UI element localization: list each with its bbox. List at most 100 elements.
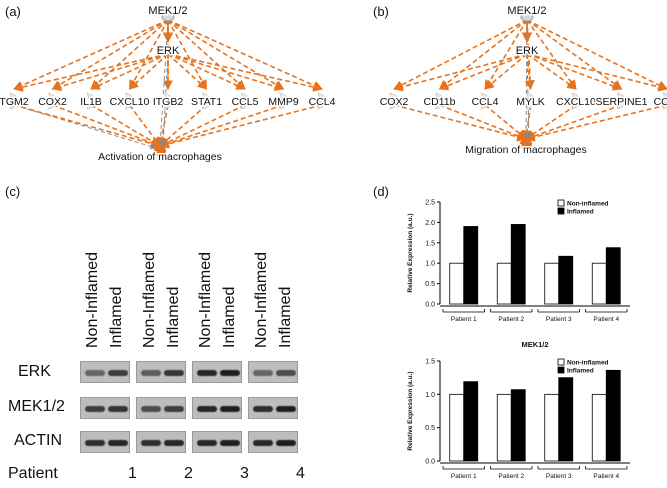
blot-band: [220, 406, 240, 412]
net-b-gene-shape-2: [480, 92, 490, 110]
net-b-edge-out-4: [525, 104, 577, 140]
net-a-edge-top-0: [13, 19, 169, 90]
blot-actin-patient-3: [192, 431, 242, 453]
panel-c-label: (c): [5, 184, 21, 199]
chart-1-title: MEK1/2: [521, 340, 548, 349]
net-b-gene-shape-1: [434, 92, 444, 110]
chart-1-bar-non-inflamed-4: [591, 393, 607, 462]
blot-lane-label-8: Inflamed: [277, 286, 294, 348]
blot-band: [276, 370, 296, 376]
net-b-edge-top-4: [526, 19, 577, 90]
chart-0-ytick-label-5: 2.5: [425, 200, 435, 207]
net-b-edge-top-2: [484, 19, 528, 90]
blot-band: [253, 370, 273, 376]
net-a-gene-label-0: TGM2: [0, 96, 29, 108]
blot-erk-patient-1: [80, 361, 130, 383]
net-a-gene-label-6: CCL5: [232, 96, 259, 108]
chart-0-legend-swatch-0: [557, 199, 565, 207]
net-b-edge-top-5: [526, 19, 623, 90]
expression-charts: ERK 0.0 0.5 1.0 1.5 2.0 2.5 Relative Expression…: [407, 188, 630, 480]
chart-0-bar-non-inflamed-3: [544, 262, 560, 305]
chart-1-category-label-1: Patient 2: [498, 473, 524, 480]
blot-lane-label-5: Non-Inflamed: [197, 251, 214, 348]
blot-mek-patient-3: [192, 397, 242, 419]
chart-0-bar-non-inflamed-4: [591, 262, 607, 305]
chart-1-ylabel: Relative Expression (a.u.): [407, 371, 414, 450]
chart-0-ytick-label-3: 1.5: [425, 240, 435, 247]
net-b-gene-label-2: CCL4: [472, 96, 499, 108]
blot-actin-patient-2: [136, 431, 186, 453]
net-b-edge-top-6: [526, 19, 667, 90]
blot-band: [108, 370, 128, 376]
blot-band: [108, 440, 128, 446]
blot-band: [220, 440, 240, 446]
blot-actin-patient-1: [80, 431, 130, 453]
blot-band: [197, 370, 217, 376]
net-a-edge-mid-6: [167, 53, 246, 90]
net-a-label-mid: ERK: [157, 45, 180, 57]
chart-0-ytick-label-0: 0.0: [425, 302, 435, 309]
blot-band: [141, 440, 161, 446]
blot-band: [85, 370, 105, 376]
blot-mek-patient-2: [136, 397, 186, 419]
chart-1-bar-non-inflamed-1: [449, 393, 465, 462]
net-a-edge-top-5: [167, 19, 208, 90]
chart-1-bar-inflamed-4: [605, 369, 621, 462]
net-a-edge-out-3: [128, 104, 161, 147]
chart-1-ytick-label-1: 0.5: [425, 425, 435, 432]
patient-label: Patient: [8, 465, 58, 482]
patient-number-3: 3: [240, 465, 249, 482]
net-a-gene-label-2: IL1B: [80, 96, 102, 108]
chart-0-bar-inflamed-1: [463, 226, 479, 305]
chart-0-bar-inflamed-2: [510, 224, 526, 305]
chart-0-ytick-label-1: 0.5: [425, 281, 435, 288]
patient-number-1: 1: [128, 465, 137, 482]
net-b-gene-shape-3: [525, 92, 535, 110]
net-a-edge-out-0: [13, 104, 161, 149]
blot-lane-label-4: Inflamed: [165, 286, 182, 348]
net-a-label-top: MEK1/2: [148, 5, 187, 17]
chart-0-bar-inflamed-3: [558, 255, 574, 305]
net-a-edge-out-6: [159, 104, 246, 147]
net-b-edge-mid-0: [393, 53, 528, 92]
blot-lane-label-1: Non-Inflamed: [84, 251, 101, 348]
chart-1-legend-label-1: Inflamed: [567, 368, 594, 375]
chart-1-ytick-label-2: 1.0: [425, 392, 435, 399]
net-b-gene-label-3: MYLK: [516, 96, 545, 108]
chart-1-legend-swatch-1: [557, 366, 565, 374]
chart-0-bar-non-inflamed-2: [496, 262, 512, 305]
blot-band: [85, 440, 105, 446]
net-a-edge-out-5: [159, 104, 208, 147]
net-a-edge-top-1: [51, 19, 169, 90]
net-b-gene-shape-0: [389, 92, 399, 110]
blot-row-mek: MEK1/2: [8, 398, 65, 415]
net-b-label-top: MEK1/2: [507, 5, 546, 17]
net-b-outcome-label: Migration of macrophages: [465, 144, 586, 156]
net-a-edge-top-out: [157, 19, 169, 147]
net-b-edge-out-2: [484, 104, 527, 140]
erk-expression-chart: ERK 0.0 0.5 1.0 1.5 2.0 2.5 Relative Expression…: [407, 188, 630, 323]
net-a-edge-top-8: [167, 19, 323, 90]
net-a-gene-label-7: MMP9: [268, 96, 298, 108]
net-b-edge-out-1: [439, 104, 527, 141]
blot-band: [197, 440, 217, 446]
chart-0-bar-inflamed-4: [605, 247, 621, 305]
net-a-gene-shape-0: [9, 92, 19, 110]
net-a-edge-top-3: [128, 19, 169, 90]
western-blot-panel: Non-Inflamed Inflamed Non-Inflamed Inflamed…: [0, 210, 330, 488]
panel-b-label: (b): [373, 4, 389, 19]
net-a-gene-shape-1: [47, 92, 57, 110]
net-a-edge-mid-3: [128, 53, 169, 90]
panel-d-label: (d): [373, 184, 389, 199]
net-b-edge-top-0: [393, 19, 528, 90]
net-b-node-outcome: [520, 138, 532, 150]
net-a-gene-shape-5: [201, 92, 211, 110]
blot-erk-patient-4: [248, 361, 298, 383]
blot-row-erk: ERK: [18, 363, 51, 380]
blot-actin-patient-4: [248, 431, 298, 453]
chart-0-legend-label-0: Non-inflamed: [567, 201, 609, 208]
chart-0-category-label-3: Patient 4: [593, 316, 619, 323]
net-b-gene-label-1: CD11b: [424, 96, 456, 108]
chart-1-bar-inflamed-1: [463, 381, 479, 462]
